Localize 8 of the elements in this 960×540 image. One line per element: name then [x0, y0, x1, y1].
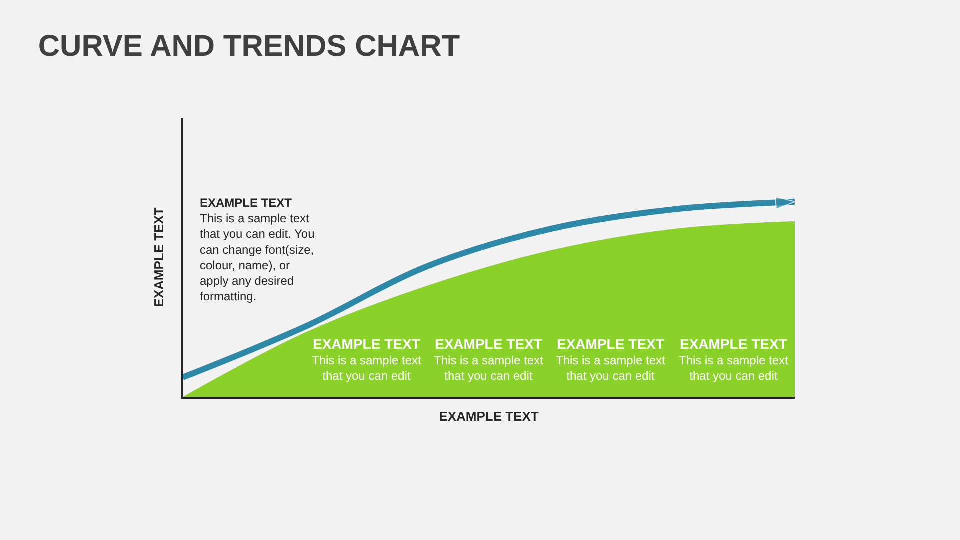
x-axis-title: EXAMPLE TEXT	[439, 408, 539, 424]
annotation: EXAMPLE TEXT This is a sample text that you can edit	[556, 336, 666, 384]
annotation: EXAMPLE TEXT This is a sample text that you can edit	[312, 336, 422, 384]
annotation: EXAMPLE TEXT This is a sample text that you can edit	[679, 336, 790, 384]
y-axis-title: EXAMPLE TEXT	[152, 208, 167, 308]
chart-title: CURVE AND TRENDS CHART	[38, 30, 460, 64]
annotation: EXAMPLE TEXT This is a sample text that you can edit	[434, 336, 544, 384]
annotation: EXAMPLE TEXT This is a sample text that you can edit. You can change font(size, colour, name), or apply any desired formatting.	[200, 196, 315, 304]
